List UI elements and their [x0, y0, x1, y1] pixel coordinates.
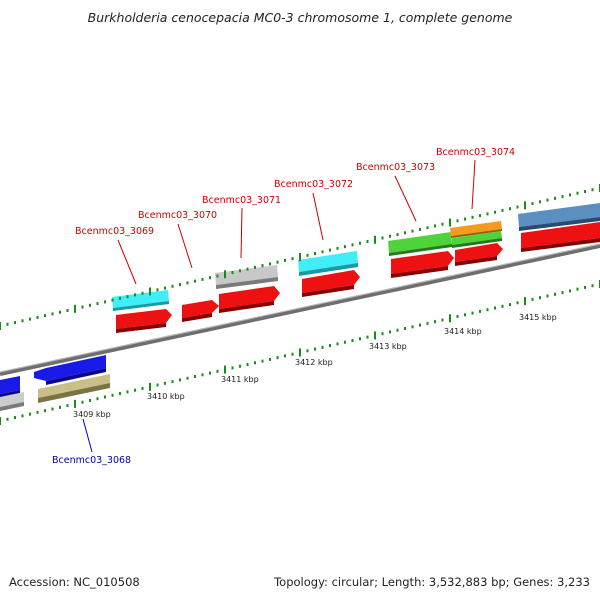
feature-grey-gene-partial[interactable] [0, 392, 24, 411]
tick-label-3410: 3410 kbp [147, 392, 185, 401]
tick-label-3411: 3411 kbp [221, 375, 259, 384]
feature-cyan-cds-3069[interactable] [112, 290, 172, 333]
feature-blue-gene-3068[interactable] [34, 355, 106, 385]
leader-line-reverse [82, 418, 93, 453]
gene-label-3071[interactable]: Bcenmc03_3071 [202, 195, 281, 206]
tick-row-upper [0, 184, 600, 330]
tick-label-3409: 3409 kbp [73, 410, 111, 419]
tick-label-3414: 3414 kbp [444, 327, 482, 336]
accession-text: Accession: NC_010508 [9, 575, 140, 589]
feature-green-cds-3073[interactable] [388, 232, 454, 278]
feature-olive-gene[interactable] [38, 374, 110, 403]
feature-cyan-cds-3072[interactable] [298, 251, 360, 297]
backbone-line [0, 243, 600, 376]
leader-lines-forward [117, 159, 476, 285]
tick-label-3415: 3415 kbp [519, 313, 557, 322]
gene-label-3072[interactable]: Bcenmc03_3072 [274, 179, 353, 190]
genome-summary-text: Topology: circular; Length: 3,532,883 bp… [274, 575, 590, 589]
feature-grey-cds-3071[interactable] [215, 265, 280, 313]
gene-label-3069[interactable]: Bcenmc03_3069 [75, 226, 154, 237]
gene-label-3074[interactable]: Bcenmc03_3074 [436, 147, 515, 158]
gene-label-3068[interactable]: Bcenmc03_3068 [52, 455, 131, 466]
feature-steelblue-cds-right[interactable] [518, 203, 600, 252]
map-title: Burkholderia cenocepacia MC0-3 chromosom… [87, 10, 513, 25]
feature-orange-green-cds-3074[interactable] [450, 221, 503, 266]
gene-label-3070[interactable]: Bcenmc03_3070 [138, 210, 217, 221]
tick-label-3412: 3412 kbp [295, 358, 333, 367]
feature-red-gene-3070[interactable] [182, 300, 219, 322]
tick-label-3413: 3413 kbp [369, 342, 407, 351]
tick-row-lower [0, 280, 600, 425]
gene-label-3073[interactable]: Bcenmc03_3073 [356, 162, 435, 173]
